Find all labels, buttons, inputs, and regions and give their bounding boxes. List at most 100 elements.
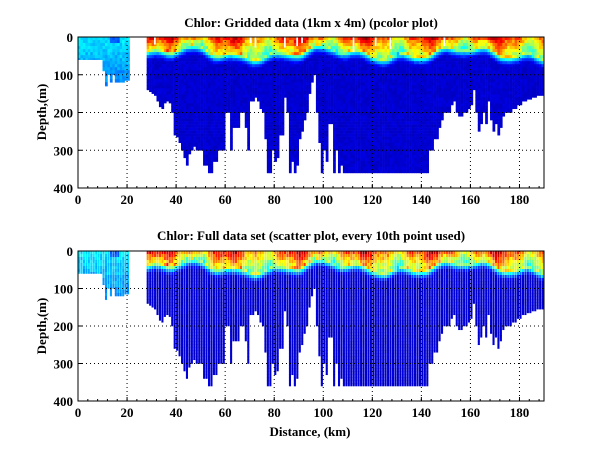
data-cell bbox=[401, 100, 405, 104]
data-cell bbox=[367, 166, 371, 171]
data-cell bbox=[264, 73, 268, 77]
data-cell bbox=[124, 55, 128, 59]
data-cell bbox=[286, 79, 290, 83]
data-cell bbox=[274, 100, 277, 104]
data-cell bbox=[360, 145, 363, 150]
data-cell bbox=[320, 55, 324, 59]
data-cell bbox=[382, 115, 385, 119]
data-cell bbox=[163, 37, 167, 41]
data-cell bbox=[389, 70, 393, 74]
data-cell bbox=[203, 97, 206, 101]
data-cell bbox=[271, 100, 275, 104]
data-cell bbox=[185, 118, 189, 122]
data-cell bbox=[423, 154, 427, 159]
data-cell bbox=[387, 151, 390, 156]
data-cell bbox=[472, 52, 476, 56]
data-cell bbox=[92, 37, 96, 41]
data-cell bbox=[119, 73, 123, 77]
data-cell bbox=[237, 115, 241, 119]
data-cell bbox=[401, 127, 405, 131]
data-cell bbox=[355, 76, 358, 80]
data-cell bbox=[222, 64, 226, 68]
data-cell bbox=[242, 82, 246, 86]
data-cell bbox=[117, 49, 120, 53]
data-cell bbox=[360, 76, 363, 80]
data-cell bbox=[347, 58, 351, 62]
data-cell bbox=[171, 76, 174, 80]
data-cell bbox=[342, 115, 346, 119]
data-cell bbox=[396, 85, 400, 89]
data-cell bbox=[394, 112, 398, 116]
data-cell bbox=[217, 73, 221, 77]
data-cell bbox=[281, 58, 285, 62]
data-cell bbox=[178, 100, 182, 104]
data-cell bbox=[357, 166, 361, 171]
data-cell bbox=[421, 163, 425, 168]
data-cell bbox=[195, 46, 199, 50]
data-cell bbox=[242, 40, 246, 44]
data-cell bbox=[325, 91, 329, 95]
data-cell bbox=[440, 61, 444, 65]
data-cell bbox=[438, 46, 442, 50]
data-cell bbox=[274, 118, 277, 122]
data-cell bbox=[460, 73, 464, 77]
data-cell bbox=[387, 148, 390, 153]
data-cell bbox=[266, 55, 270, 59]
data-cell bbox=[271, 127, 275, 131]
data-cell bbox=[158, 103, 162, 107]
data-cell bbox=[198, 43, 201, 47]
data-cell bbox=[239, 55, 243, 59]
data-cell bbox=[404, 133, 407, 137]
data-cell bbox=[465, 106, 469, 110]
data-cell bbox=[203, 163, 206, 166]
data-cell bbox=[416, 58, 420, 62]
data-cell bbox=[288, 70, 292, 74]
data-cell bbox=[428, 142, 432, 147]
data-cell bbox=[276, 103, 280, 107]
data-cell bbox=[181, 127, 184, 131]
data-cell bbox=[119, 49, 123, 53]
data-cell bbox=[377, 97, 380, 101]
data-cell bbox=[220, 88, 223, 92]
data-cell bbox=[364, 46, 368, 50]
data-cell bbox=[293, 112, 297, 116]
data-cell bbox=[470, 100, 474, 104]
data-cell bbox=[288, 64, 292, 68]
data-cell bbox=[207, 163, 211, 168]
data-cell bbox=[222, 88, 226, 92]
data-cell bbox=[200, 94, 204, 98]
data-cell bbox=[421, 88, 425, 92]
data-cell bbox=[320, 85, 324, 89]
data-cell bbox=[80, 46, 84, 50]
data-cell bbox=[453, 40, 456, 44]
data-cell bbox=[212, 145, 216, 150]
data-cell bbox=[374, 139, 378, 143]
data-cell bbox=[181, 76, 184, 80]
data-cell bbox=[200, 37, 204, 41]
data-cell bbox=[234, 79, 238, 83]
data-cell bbox=[382, 55, 385, 59]
data-cell bbox=[391, 94, 395, 98]
data-cell bbox=[198, 40, 201, 44]
data-cell bbox=[215, 157, 219, 162]
data-cell bbox=[438, 85, 442, 89]
data-cell bbox=[450, 103, 454, 106]
data-cell bbox=[423, 118, 427, 122]
data-cell bbox=[257, 64, 260, 68]
data-cell bbox=[448, 52, 452, 56]
data-cell bbox=[450, 37, 454, 41]
data-cell bbox=[418, 106, 422, 110]
data-cell bbox=[78, 52, 81, 56]
data-cell bbox=[406, 130, 410, 134]
data-cell bbox=[301, 112, 304, 116]
data-cell bbox=[421, 133, 425, 137]
data-cell bbox=[409, 61, 412, 65]
data-cell bbox=[181, 130, 184, 134]
data-cell bbox=[342, 118, 346, 122]
data-cell bbox=[234, 109, 238, 113]
data-cell bbox=[254, 49, 258, 53]
data-cell bbox=[431, 43, 434, 47]
data-cell bbox=[357, 82, 361, 86]
data-cell bbox=[274, 94, 277, 98]
data-cell bbox=[198, 97, 201, 101]
